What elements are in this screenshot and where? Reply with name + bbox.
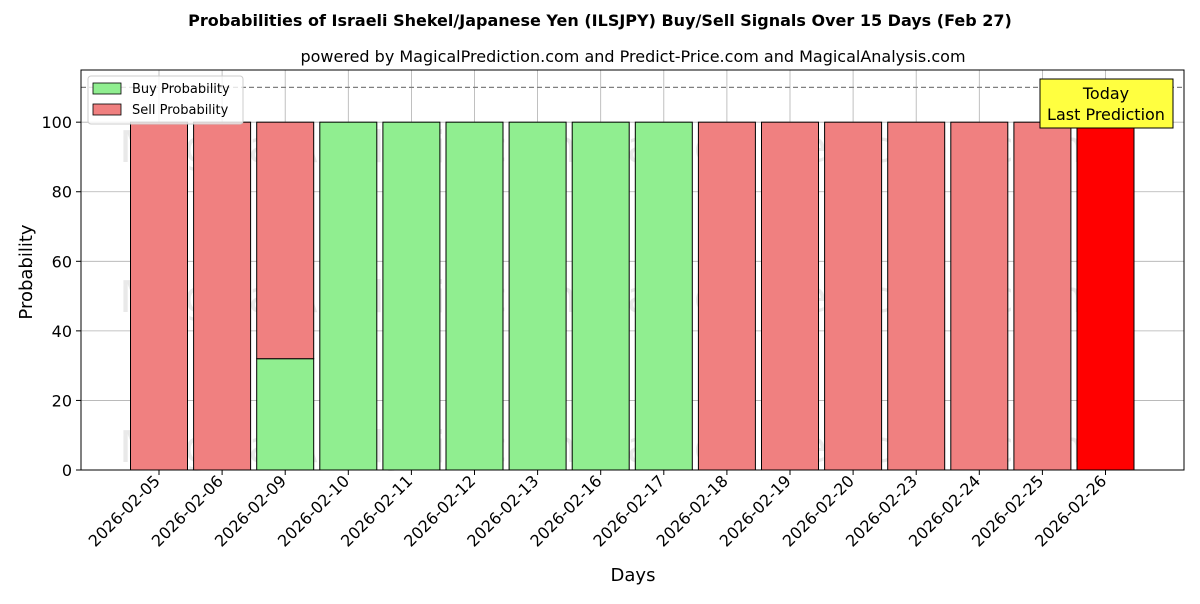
annotation-background	[1039, 78, 1174, 129]
bar-sell-2026-02-19	[761, 121, 819, 471]
bar-buy-2026-02-10	[319, 121, 378, 471]
bar-sell-2026-02-20	[824, 121, 883, 471]
y-tick-label: 20	[52, 391, 72, 410]
bar-buy-2026-02-17	[634, 121, 693, 471]
bar-sell-2026-02-24	[950, 121, 1009, 471]
x-axis-label: Days	[611, 565, 656, 586]
legend: Buy Probability Sell Probability	[87, 75, 244, 125]
bar-buy-2026-02-16	[571, 121, 630, 471]
bar-sell-2026-02-18	[697, 121, 756, 471]
plot-frame	[80, 69, 1185, 471]
bar-sell-2026-02-05	[130, 121, 188, 471]
annotation-line1: Today	[1082, 84, 1129, 103]
legend-swatch-sell	[92, 103, 122, 116]
y-axis-label: Probability	[16, 224, 37, 319]
legend-label-buy: Buy Probability	[132, 82, 230, 97]
chart-title: Probabilities of Israeli Shekel/Japanese…	[188, 11, 1012, 30]
y-tick-label: 80	[52, 183, 72, 202]
bar-buy-2026-02-09	[256, 358, 315, 471]
annotation-box: Today Last Prediction	[1039, 78, 1174, 129]
bar-sell-2026-02-23	[887, 121, 946, 471]
y-tick-label: 40	[52, 322, 72, 341]
bar-sell-2026-02-26	[1076, 121, 1135, 471]
chart-subtitle: powered by MagicalPrediction.com and Pre…	[300, 47, 965, 66]
bar-sell-2026-02-25	[1013, 121, 1072, 471]
bar-buy-2026-02-11	[382, 121, 441, 471]
bar-layer	[130, 121, 1135, 471]
legend-swatch-buy	[92, 82, 122, 95]
annotation-line2: Last Prediction	[1047, 105, 1165, 124]
y-tick-label: 100	[41, 113, 72, 132]
legend-box	[87, 75, 244, 125]
bar-sell-2026-02-09	[256, 121, 315, 360]
y-tick-label: 60	[52, 252, 72, 271]
bar-sell-2026-02-06	[193, 121, 252, 471]
y-tick-label: 0	[62, 461, 72, 480]
bar-buy-2026-02-12	[445, 121, 504, 471]
legend-label-sell: Sell Probability	[132, 103, 229, 118]
bar-buy-2026-02-13	[508, 121, 567, 471]
